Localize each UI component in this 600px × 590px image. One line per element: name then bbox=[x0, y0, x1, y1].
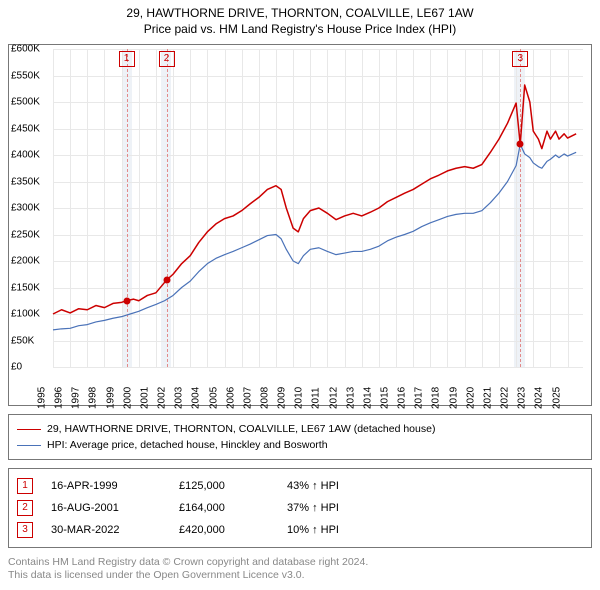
footer-attribution: Contains HM Land Registry data © Crown c… bbox=[8, 556, 592, 582]
y-axis-label: £300K bbox=[11, 203, 40, 214]
y-axis-label: £600K bbox=[11, 44, 40, 55]
y-axis-label: £0 bbox=[11, 362, 22, 373]
y-axis-label: £550K bbox=[11, 70, 40, 81]
x-axis-label: 2003 bbox=[174, 379, 185, 409]
x-axis-label: 2024 bbox=[534, 379, 545, 409]
transaction-date: 16-APR-1999 bbox=[51, 480, 161, 492]
x-axis-label: 2012 bbox=[328, 379, 339, 409]
footer-line: Contains HM Land Registry data © Crown c… bbox=[8, 556, 592, 569]
y-axis-label: £500K bbox=[11, 97, 40, 108]
title-line-1: 29, HAWTHORNE DRIVE, THORNTON, COALVILLE… bbox=[8, 6, 592, 20]
x-axis-label: 1995 bbox=[37, 379, 48, 409]
x-axis-label: 2013 bbox=[345, 379, 356, 409]
x-axis-label: 1999 bbox=[105, 379, 116, 409]
transaction-note: 37% ↑ HPI bbox=[287, 502, 583, 514]
y-axis-label: £200K bbox=[11, 256, 40, 267]
chart-titles: 29, HAWTHORNE DRIVE, THORNTON, COALVILLE… bbox=[0, 0, 600, 44]
chart-area: £0 £50K £100K £150K £200K £250K £300K £350K £400… bbox=[8, 44, 592, 406]
transaction-marker: 1 bbox=[17, 478, 33, 494]
legend-label: HPI: Average price, detached house, Hinc… bbox=[47, 439, 328, 451]
x-axis-label: 2023 bbox=[517, 379, 528, 409]
x-axis-label: 2009 bbox=[277, 379, 288, 409]
x-axis-label: 2018 bbox=[431, 379, 442, 409]
transaction-price: £125,000 bbox=[179, 480, 269, 492]
x-axis-label: 2014 bbox=[362, 379, 373, 409]
transaction-date: 30-MAR-2022 bbox=[51, 524, 161, 536]
transaction-row: 2 16-AUG-2001 £164,000 37% ↑ HPI bbox=[17, 497, 583, 519]
transaction-marker: 3 bbox=[17, 522, 33, 538]
price-point bbox=[123, 297, 130, 304]
price-point bbox=[163, 277, 170, 284]
x-axis-label: 2008 bbox=[259, 379, 270, 409]
transaction-row: 1 16-APR-1999 £125,000 43% ↑ HPI bbox=[17, 475, 583, 497]
y-axis-label: £50K bbox=[11, 335, 34, 346]
x-axis-label: 2020 bbox=[465, 379, 476, 409]
transaction-row: 3 30-MAR-2022 £420,000 10% ↑ HPI bbox=[17, 519, 583, 541]
y-axis-label: £400K bbox=[11, 150, 40, 161]
chart-marker: 2 bbox=[159, 51, 175, 67]
legend: 29, HAWTHORNE DRIVE, THORNTON, COALVILLE… bbox=[8, 414, 592, 460]
x-axis-label: 2015 bbox=[380, 379, 391, 409]
transaction-price: £164,000 bbox=[179, 502, 269, 514]
footer-line: This data is licensed under the Open Gov… bbox=[8, 569, 592, 582]
y-axis-label: £450K bbox=[11, 123, 40, 134]
legend-item: HPI: Average price, detached house, Hinc… bbox=[17, 437, 583, 453]
x-axis-label: 2019 bbox=[448, 379, 459, 409]
transaction-note: 43% ↑ HPI bbox=[287, 480, 583, 492]
transaction-price: £420,000 bbox=[179, 524, 269, 536]
y-axis-label: £250K bbox=[11, 229, 40, 240]
legend-label: 29, HAWTHORNE DRIVE, THORNTON, COALVILLE… bbox=[47, 423, 435, 435]
x-axis-label: 1997 bbox=[71, 379, 82, 409]
x-axis-label: 2016 bbox=[397, 379, 408, 409]
transaction-marker: 2 bbox=[17, 500, 33, 516]
x-axis-label: 2011 bbox=[311, 379, 322, 409]
chart-marker: 3 bbox=[512, 51, 528, 67]
x-axis-label: 1998 bbox=[88, 379, 99, 409]
transactions: 1 16-APR-1999 £125,000 43% ↑ HPI 2 16-AU… bbox=[8, 468, 592, 548]
legend-item: 29, HAWTHORNE DRIVE, THORNTON, COALVILLE… bbox=[17, 421, 583, 437]
x-axis-label: 2004 bbox=[191, 379, 202, 409]
x-axis-label: 2022 bbox=[500, 379, 511, 409]
y-axis-label: £100K bbox=[11, 309, 40, 320]
x-axis-label: 1996 bbox=[54, 379, 65, 409]
x-axis-label: 2025 bbox=[551, 379, 562, 409]
price-point bbox=[517, 141, 524, 148]
title-line-2: Price paid vs. HM Land Registry's House … bbox=[8, 22, 592, 36]
transaction-note: 10% ↑ HPI bbox=[287, 524, 583, 536]
x-axis-label: 2017 bbox=[414, 379, 425, 409]
x-axis-label: 2010 bbox=[294, 379, 305, 409]
y-axis-label: £350K bbox=[11, 176, 40, 187]
x-axis-label: 2001 bbox=[139, 379, 150, 409]
chart-marker: 1 bbox=[119, 51, 135, 67]
y-axis-label: £150K bbox=[11, 282, 40, 293]
transaction-date: 16-AUG-2001 bbox=[51, 502, 161, 514]
x-axis-label: 2000 bbox=[122, 379, 133, 409]
x-axis-label: 2006 bbox=[225, 379, 236, 409]
x-axis-label: 2021 bbox=[482, 379, 493, 409]
x-axis-label: 2007 bbox=[242, 379, 253, 409]
legend-swatch bbox=[17, 445, 41, 446]
legend-swatch bbox=[17, 429, 41, 430]
x-axis-label: 2005 bbox=[208, 379, 219, 409]
x-axis-label: 2002 bbox=[157, 379, 168, 409]
